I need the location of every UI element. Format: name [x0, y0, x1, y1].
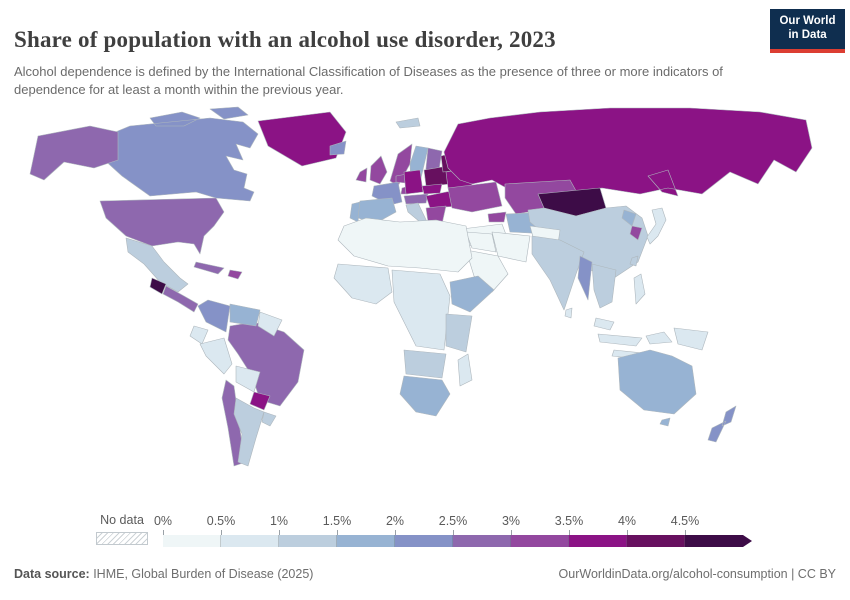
region-svalbard[interactable] — [395, 117, 421, 129]
region-north-africa[interactable] — [337, 217, 473, 273]
region-hispaniola[interactable] — [227, 269, 243, 280]
legend-tick-label: 0% — [153, 514, 173, 528]
region-united-states[interactable] — [99, 197, 225, 255]
legend-ramp[interactable]: 0% 0.5% 1% 1.5% 2% 2.5% 3% 3.5% 4% 4.5% — [154, 514, 743, 547]
region-alaska[interactable] — [29, 125, 119, 181]
region-greenland[interactable] — [257, 111, 347, 167]
region-malaysia[interactable] — [593, 317, 615, 331]
region-papua-new-guinea[interactable] — [673, 327, 709, 351]
region-west-africa[interactable] — [333, 263, 393, 305]
region-chile[interactable] — [221, 379, 247, 467]
map-legend: No data 0% 0.5% 1% 1.5% 2% 2.5% 3% 3.5% 4% 4.5% — [0, 513, 850, 553]
region-ukraine[interactable] — [447, 181, 503, 213]
region-angola-zambia[interactable] — [403, 349, 447, 379]
legend-bin[interactable]: 3.5% — [555, 514, 627, 547]
legend-bin[interactable]: 2.5% — [439, 514, 511, 547]
legend-tick-label: 1.5% — [322, 514, 352, 528]
legend-no-data-label: No data — [100, 513, 144, 527]
region-japan[interactable] — [646, 207, 667, 245]
region-spain[interactable] — [357, 197, 397, 224]
page-title: Share of population with an alcohol use … — [14, 27, 556, 53]
owid-logo-box: Our World in Data — [770, 9, 845, 49]
owid-logo-accent-bar — [770, 48, 845, 53]
region-philippines[interactable] — [633, 273, 646, 305]
region-new-zealand[interactable] — [707, 405, 737, 443]
owid-logo[interactable]: Our World in Data — [770, 9, 845, 53]
region-iran[interactable] — [491, 231, 531, 263]
region-uruguay[interactable] — [261, 411, 277, 427]
legend-arrow — [743, 535, 752, 547]
region-ecuador[interactable] — [189, 325, 209, 345]
legend-bin[interactable]: 1.5% — [323, 514, 395, 547]
region-caucasus[interactable] — [487, 211, 507, 223]
region-guianas[interactable] — [257, 311, 283, 337]
legend-bin[interactable]: 4% — [618, 514, 685, 547]
region-iceland[interactable] — [329, 140, 347, 156]
region-paraguay[interactable] — [249, 391, 271, 411]
legend-bin[interactable]: 1% — [270, 514, 337, 547]
region-peru[interactable] — [199, 337, 233, 375]
region-australia[interactable] — [617, 349, 697, 427]
region-india[interactable] — [531, 235, 585, 311]
region-madagascar[interactable] — [457, 353, 473, 387]
region-central-america[interactable] — [162, 285, 199, 313]
world-map — [29, 106, 813, 467]
owid-logo-line1: Our World — [779, 15, 836, 27]
legend-bin[interactable]: 2% — [386, 514, 453, 547]
region-iraq-syria[interactable] — [465, 231, 497, 253]
data-source-note: Data source: IHME, Global Burden of Dise… — [14, 567, 313, 581]
region-southern-africa[interactable] — [399, 375, 451, 417]
region-myanmar[interactable] — [577, 255, 593, 301]
legend-bin[interactable]: 4.5% — [671, 514, 743, 547]
region-czech-slovakia[interactable] — [421, 183, 443, 195]
legend-tick-label: 4% — [617, 514, 637, 528]
region-south-korea[interactable] — [629, 225, 643, 241]
region-canada[interactable] — [95, 106, 259, 202]
region-ireland[interactable] — [355, 167, 368, 183]
region-cuba[interactable] — [193, 261, 225, 275]
legend-bin[interactable]: 0% — [154, 514, 221, 547]
region-brazil[interactable] — [227, 321, 305, 407]
legend-no-data-swatch[interactable] — [96, 532, 148, 545]
legend-tick-label: 4.5% — [670, 514, 700, 528]
region-taiwan[interactable] — [629, 255, 639, 267]
region-venezuela[interactable] — [229, 303, 261, 327]
region-ethiopia-horn[interactable] — [449, 275, 495, 313]
region-indochina[interactable] — [591, 263, 617, 309]
region-alpine-states[interactable] — [403, 193, 429, 205]
legend-tick-label: 2.5% — [438, 514, 468, 528]
region-central-africa[interactable] — [391, 269, 451, 351]
legend-no-data[interactable]: No data — [96, 513, 148, 545]
chart-footer: Data source: IHME, Global Burden of Dise… — [14, 567, 836, 581]
region-east-africa[interactable] — [445, 313, 473, 353]
chart-subtitle: Alcohol dependence is defined by the Int… — [14, 64, 723, 98]
owid-link[interactable]: OurWorldinData.org/alcohol-consumption |… — [558, 567, 836, 581]
region-mexico[interactable] — [125, 237, 189, 293]
region-arabian-peninsula[interactable] — [465, 249, 509, 293]
region-sri-lanka[interactable] — [564, 307, 573, 319]
data-source-label: Data source: — [14, 567, 90, 581]
region-russia[interactable] — [443, 107, 813, 197]
data-source-text: IHME, Global Burden of Disease (2025) — [89, 567, 314, 581]
legend-tick-label: 3% — [501, 514, 521, 528]
owid-logo-line2: in Data — [788, 29, 827, 42]
region-united-kingdom[interactable] — [369, 155, 388, 185]
region-colombia[interactable] — [197, 299, 231, 333]
legend-tick-label: 2% — [385, 514, 405, 528]
legend-bin[interactable]: 0.5% — [207, 514, 279, 547]
legend-bin[interactable]: 3% — [502, 514, 569, 547]
region-germany[interactable] — [403, 169, 424, 195]
region-guatemala[interactable] — [149, 277, 167, 295]
region-argentina[interactable] — [233, 397, 265, 467]
legend-tick-label: 1% — [269, 514, 289, 528]
legend-tick-label: 0.5% — [206, 514, 236, 528]
legend-tick-label: 3.5% — [554, 514, 584, 528]
